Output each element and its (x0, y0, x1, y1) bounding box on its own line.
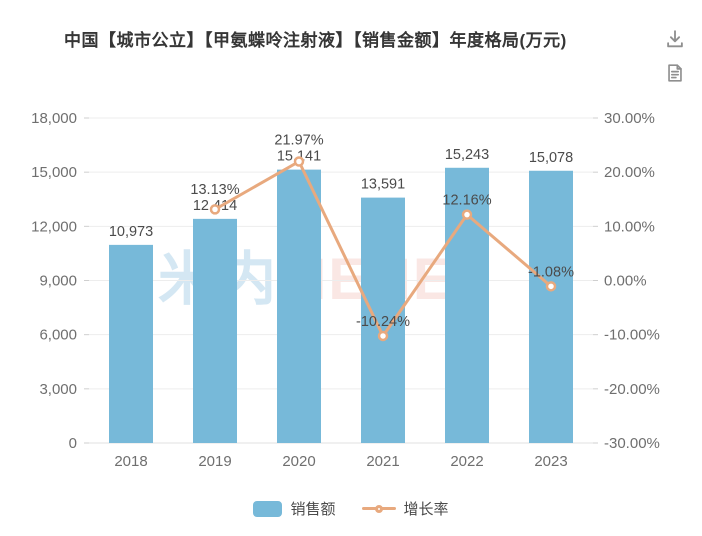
left-axis-label: 9,000 (39, 273, 77, 290)
bar-2021[interactable] (361, 197, 405, 443)
growth-point-2023[interactable] (545, 281, 557, 292)
chart-title: 中国【城市公立】【甲氨蝶呤注射液】【销售金额】年度格局(万元) (64, 31, 567, 50)
legend-item-growth[interactable]: 增长率 (361, 498, 449, 519)
right-axis-label: 20.00% (604, 164, 655, 181)
right-axis-label: -20.00% (604, 381, 660, 398)
download-icon[interactable] (664, 28, 686, 50)
line-series-swatch (361, 502, 396, 516)
growth-point-2020[interactable] (293, 156, 305, 167)
growth-value-label: -1.08% (528, 264, 574, 280)
chart-plot-area: 0 -30.00% 3,000 -20.00% 6,000 -10.00% 9,000 0.0… (31, 110, 660, 470)
x-axis-label-2022: 2022 (450, 453, 483, 470)
right-axis-label: 0.00% (604, 273, 647, 290)
growth-value-label: 13.13% (190, 182, 239, 198)
growth-value-label: 12.16% (442, 193, 491, 209)
right-axis-label: -10.00% (604, 327, 660, 344)
bar-2022[interactable] (445, 167, 489, 443)
bar-2023[interactable] (529, 170, 573, 443)
left-axis-label: 12,000 (31, 218, 77, 235)
bar-2018[interactable] (109, 244, 153, 443)
growth-value-label: 21.97% (274, 133, 323, 149)
bar-2019[interactable] (193, 218, 237, 443)
right-axis-label: 30.00% (604, 110, 655, 127)
growth-point-2019[interactable] (209, 204, 221, 215)
growth-point-2022[interactable] (461, 209, 473, 220)
right-axis-label: -30.00% (604, 435, 660, 452)
legend-item-sales[interactable]: 销售额 (253, 498, 336, 519)
left-axis-label: 15,000 (31, 164, 77, 181)
left-axis-label: 3,000 (39, 381, 77, 398)
left-axis-label: 6,000 (39, 327, 77, 344)
data-view-icon[interactable] (664, 62, 686, 84)
x-axis-label-2023: 2023 (534, 453, 567, 470)
bar-2020[interactable] (277, 169, 321, 443)
bar-value-label: 15,243 (445, 147, 489, 163)
legend-label-growth: 增长率 (403, 501, 449, 518)
x-axis-label-2018: 2018 (114, 453, 147, 470)
bar-value-label: 15,078 (529, 150, 573, 166)
x-axis-label-2021: 2021 (366, 453, 399, 470)
bar-value-label: 13,591 (361, 177, 405, 193)
growth-point-2021[interactable] (377, 330, 389, 342)
chart-toolbox (664, 28, 686, 84)
right-axis-label: 10.00% (604, 218, 655, 235)
left-axis-label: 18,000 (31, 110, 77, 127)
bar-series-swatch (253, 500, 283, 517)
bar-value-label: 10,973 (109, 224, 153, 240)
chart-legend: 销售额 增长率 (0, 498, 702, 519)
x-axis-label-2019: 2019 (198, 453, 231, 470)
growth-value-label: -10.24% (356, 314, 410, 330)
legend-label-sales: 销售额 (290, 501, 336, 518)
left-axis-label: 0 (69, 435, 77, 452)
x-axis-label-2020: 2020 (282, 453, 315, 470)
